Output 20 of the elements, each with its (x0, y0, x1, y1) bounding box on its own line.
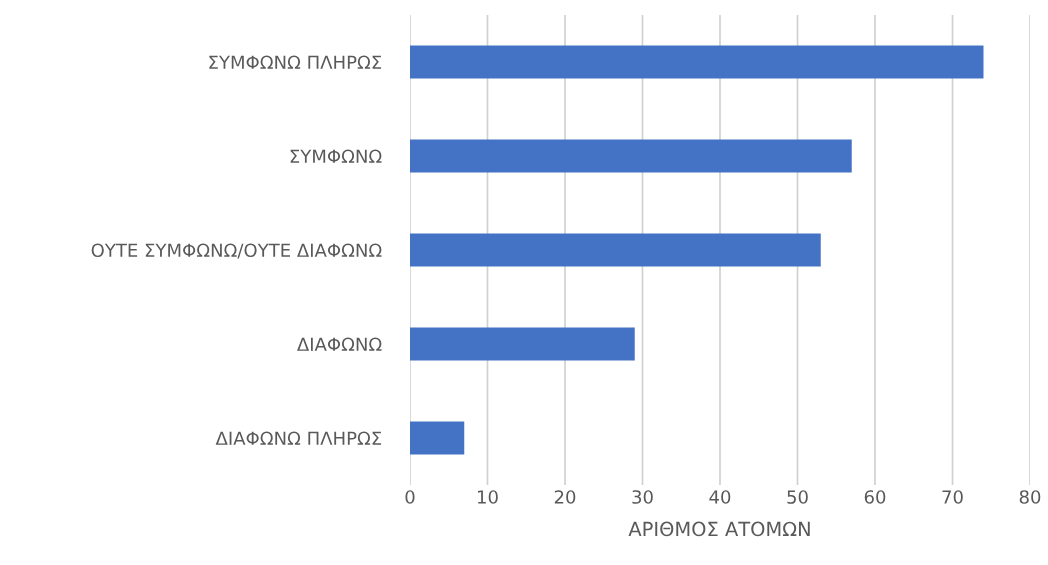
x-tick-label: 60 (864, 490, 886, 504)
x-tick-label: 20 (554, 490, 576, 504)
x-tick-label: 80 (1019, 490, 1041, 504)
bar (410, 327, 635, 361)
y-tick-label: ΔΙΑΦΩΝΩ ΠΛΗΡΩΣ (215, 431, 382, 445)
y-tick-label: ΔΙΑΦΩΝΩ (297, 337, 382, 351)
x-tick-label: 0 (405, 490, 415, 504)
bar (410, 233, 821, 267)
y-tick-label: ΣΥΜΦΩΝΩ (290, 149, 382, 163)
x-tick-label: 50 (787, 490, 808, 504)
x-tick-label: 70 (942, 490, 963, 504)
bar (410, 421, 465, 455)
x-axis-title: ΑΡΙΘΜΟΣ ΑΤΟΜΩΝ (628, 521, 810, 537)
bar (410, 139, 852, 173)
y-tick-label: ΣΥΜΦΩΝΩ ΠΛΗΡΩΣ (209, 55, 382, 69)
bar (410, 45, 984, 79)
y-tick-label: ΟΥΤΕ ΣΥΜΦΩΝΩ/ΟΥΤΕ ΔΙΑΦΩΝΩ (91, 243, 382, 259)
x-tick-label: 30 (632, 490, 653, 504)
x-tick-label: 40 (709, 490, 731, 504)
x-tick-label: 10 (478, 490, 498, 504)
